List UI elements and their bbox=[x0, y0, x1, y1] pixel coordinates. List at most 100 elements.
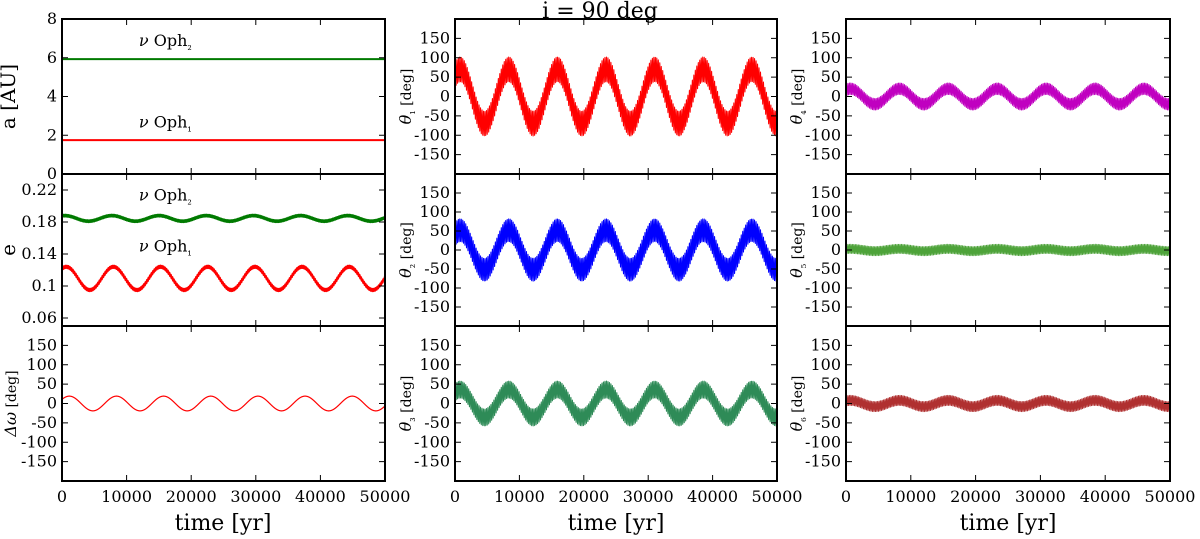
y-tick-label: 100 bbox=[810, 202, 841, 221]
series-line-0 bbox=[455, 380, 777, 427]
series-group bbox=[62, 58, 385, 142]
y-tick-label: 0.14 bbox=[21, 244, 57, 263]
x-tick-label: 10000 bbox=[101, 487, 152, 506]
y-tick-label: 100 bbox=[810, 48, 841, 67]
panel-a: 0 2 4 6 8 a [AU] ν Oph₂ ν Oph₁ bbox=[0, 9, 386, 183]
y-tick-label: -150 bbox=[805, 145, 841, 164]
y-axis-label: a [AU] bbox=[0, 64, 20, 129]
y-tick-label: 50 bbox=[430, 221, 450, 240]
y-tick-label: 0 bbox=[831, 240, 841, 259]
y-tick-label: 100 bbox=[419, 48, 450, 67]
plot-frame bbox=[61, 325, 386, 482]
series-line-0 bbox=[846, 394, 1170, 413]
y-axis-label: e bbox=[0, 244, 20, 256]
series-line-0 bbox=[455, 218, 777, 282]
y-axis-label: θ₄ [deg] bbox=[787, 69, 809, 125]
x-tick-label: 50000 bbox=[1145, 487, 1196, 506]
y-tick-label: 100 bbox=[419, 355, 450, 374]
y-tick-label: 50 bbox=[37, 374, 57, 393]
y-tick-label: 50 bbox=[821, 221, 841, 240]
y-tick-label: 50 bbox=[821, 374, 841, 393]
y-tick-label: -150 bbox=[805, 452, 841, 471]
y-tick-label: 50 bbox=[430, 67, 450, 86]
y-tick-label: 150 bbox=[419, 335, 450, 354]
y-tick-label: 150 bbox=[810, 183, 841, 202]
y-tick-label: 0 bbox=[831, 394, 841, 413]
x-axis-label-col3: time [yr] bbox=[960, 511, 1057, 536]
annotation-label: ν Oph₂ bbox=[139, 31, 192, 53]
x-tick-label: 0 bbox=[841, 487, 851, 506]
series-group bbox=[455, 56, 777, 137]
y-tick-label: 8 bbox=[47, 9, 57, 28]
y-tick-label: -50 bbox=[424, 259, 450, 278]
y-tick-label: 150 bbox=[26, 335, 57, 354]
annotation-label: ν Oph₂ bbox=[139, 185, 192, 207]
x-axis-label-col1: time [yr] bbox=[175, 511, 272, 536]
y-tick-label: 0.06 bbox=[21, 308, 57, 327]
x-tick-label: 30000 bbox=[1015, 487, 1066, 506]
x-tick-label: 10000 bbox=[885, 487, 936, 506]
x-tick-label: 0 bbox=[57, 487, 67, 506]
y-tick-label: -150 bbox=[414, 297, 450, 316]
annotation-label: ν Oph₁ bbox=[139, 113, 192, 135]
series-group bbox=[62, 213, 385, 293]
y-tick-label: -100 bbox=[805, 432, 841, 451]
series-group bbox=[846, 243, 1170, 257]
y-tick-label: 0 bbox=[440, 87, 450, 106]
y-tick-label: -50 bbox=[424, 413, 450, 432]
series-line-oph bbox=[62, 213, 385, 224]
y-tick-label: 6 bbox=[47, 48, 57, 67]
x-tick-label: 20000 bbox=[558, 487, 609, 506]
y-tick-label: 2 bbox=[47, 125, 57, 144]
series-group bbox=[455, 218, 777, 282]
y-tick-label: -150 bbox=[21, 452, 57, 471]
y-tick-label: 100 bbox=[810, 355, 841, 374]
series-line-0 bbox=[846, 243, 1170, 257]
series-group bbox=[846, 82, 1170, 111]
y-axis-label: θ₅ [deg] bbox=[787, 222, 809, 278]
series-line-oph bbox=[62, 264, 385, 293]
y-tick-label: 0.22 bbox=[21, 180, 57, 199]
y-tick-label: -150 bbox=[414, 452, 450, 471]
series-group bbox=[455, 380, 777, 427]
y-tick-label: 100 bbox=[419, 202, 450, 221]
x-tick-label: 40000 bbox=[687, 487, 738, 506]
x-tick-label: 40000 bbox=[1080, 487, 1131, 506]
y-tick-label: 100 bbox=[26, 355, 57, 374]
y-tick-label: -100 bbox=[414, 278, 450, 297]
y-tick-label: -50 bbox=[424, 106, 450, 125]
y-tick-label: 4 bbox=[47, 87, 57, 106]
series-group bbox=[62, 395, 385, 412]
plot-frame bbox=[61, 173, 386, 327]
y-tick-label: 50 bbox=[430, 374, 450, 393]
y-axis-label: θ₂ [deg] bbox=[396, 222, 418, 278]
y-tick-label: -50 bbox=[815, 413, 841, 432]
y-tick-label: -100 bbox=[414, 125, 450, 144]
panel-e: 0.06 0.1 0.14 0.18 0.22 e ν Oph₂ ν Oph₁ bbox=[0, 173, 386, 327]
y-tick-label: 0 bbox=[440, 394, 450, 413]
series-group bbox=[846, 394, 1170, 413]
y-tick-label: 0 bbox=[47, 164, 57, 183]
y-tick-label: 0.1 bbox=[32, 276, 57, 295]
y-tick-label: 150 bbox=[419, 28, 450, 47]
y-tick-label: -100 bbox=[805, 278, 841, 297]
y-tick-label: -100 bbox=[805, 125, 841, 144]
x-tick-label: 40000 bbox=[295, 487, 346, 506]
y-tick-label: -100 bbox=[414, 432, 450, 451]
y-axis-label: θ₁ [deg] bbox=[396, 69, 418, 125]
y-tick-label: 150 bbox=[810, 335, 841, 354]
annotation-label: ν Oph₁ bbox=[139, 237, 192, 259]
y-tick-label: -50 bbox=[815, 259, 841, 278]
y-tick-label: 150 bbox=[810, 28, 841, 47]
y-axis-label: Δω [deg] bbox=[1, 370, 20, 437]
series-line-0 bbox=[846, 82, 1170, 111]
y-tick-label: 0 bbox=[47, 394, 57, 413]
